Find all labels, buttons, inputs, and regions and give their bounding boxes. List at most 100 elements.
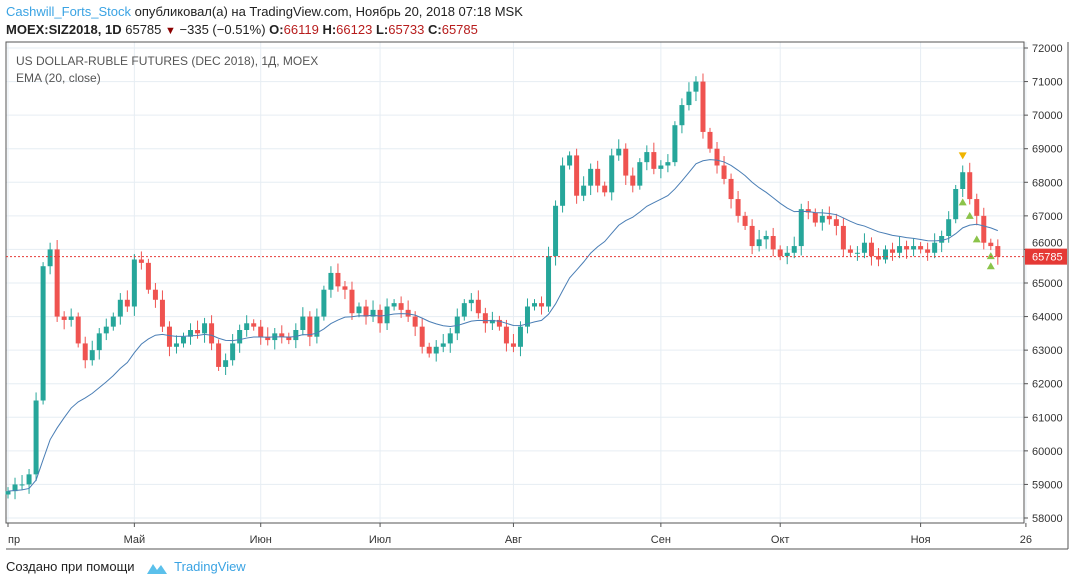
candle-body: [370, 309, 376, 317]
x-tick-label: пр: [8, 534, 20, 546]
y-tick-label: 70000: [1032, 110, 1063, 122]
x-tick-label: Июл: [369, 534, 391, 546]
candle-body: [195, 330, 201, 334]
candle-body: [847, 249, 853, 253]
y-tick-label: 62000: [1032, 379, 1063, 391]
candle-body: [244, 323, 250, 330]
candle-body: [756, 239, 762, 247]
candle-body: [19, 484, 25, 486]
candle-body: [967, 172, 973, 200]
candle-body: [897, 246, 903, 253]
candle-body: [868, 242, 874, 257]
y-tick-label: 60000: [1032, 446, 1063, 458]
candle-body: [216, 343, 222, 367]
candle-body: [181, 336, 186, 344]
candle-body: [12, 484, 18, 492]
candle-body: [974, 199, 980, 216]
candle-body: [995, 246, 1001, 257]
l-label: L:: [375, 22, 389, 37]
y-tick-label: 71000: [1032, 77, 1063, 89]
candle-body: [770, 236, 776, 250]
change: −335 (−0.51%): [179, 22, 266, 37]
candle-body: [609, 155, 615, 193]
signal-up-triangle-icon: [986, 252, 995, 260]
candle-body: [321, 289, 327, 317]
candle-body: [503, 326, 509, 344]
candle-body: [911, 246, 917, 250]
candle-body: [110, 316, 116, 327]
candle-body: [202, 323, 208, 334]
x-tick-label: Сен: [651, 534, 671, 546]
candle-body: [700, 81, 706, 132]
candle-body: [138, 259, 144, 263]
candle-body: [398, 303, 404, 310]
candle-body: [96, 333, 102, 351]
low-value: 65733: [388, 22, 425, 37]
candle-body: [693, 81, 699, 92]
candle-body: [560, 165, 566, 206]
price-chart[interactable]: US DOLLAR-RUBLE FUTURES (DEC 2018), 1Д, …: [0, 0, 1073, 555]
candle-body: [581, 185, 587, 196]
y-tick-label: 72000: [1032, 43, 1063, 55]
y-tick-label: 65000: [1032, 278, 1063, 290]
candle-body: [405, 309, 411, 317]
candle-body: [475, 299, 481, 314]
candle-body: [335, 272, 341, 287]
candle-body: [539, 303, 545, 307]
candle-body: [117, 299, 123, 317]
candle-body: [61, 316, 67, 320]
candle-body: [981, 215, 987, 243]
candle-body: [679, 105, 685, 126]
candle-body: [826, 215, 832, 220]
close-value: 65785: [441, 22, 478, 37]
candle-body: [363, 306, 369, 317]
candle-body: [159, 299, 165, 327]
candle-body: [960, 172, 966, 189]
grid: [6, 42, 1027, 523]
candle-body: [265, 336, 271, 341]
x-tick-label: Окт: [771, 534, 790, 546]
tradingview-link[interactable]: TradingView: [174, 559, 246, 574]
y-tick-label: 67000: [1032, 211, 1063, 223]
candle-body: [524, 306, 530, 327]
y-tick-label: 66000: [1032, 238, 1063, 250]
last-price-label: 65785: [1032, 252, 1063, 264]
candle-body: [145, 262, 151, 290]
y-tick-label: 64000: [1032, 312, 1063, 324]
candle-body: [131, 259, 137, 307]
candle-body: [209, 323, 215, 344]
candle-body: [672, 125, 678, 163]
last-price-badge: [1025, 248, 1067, 265]
candle-body: [602, 185, 608, 193]
candle-body: [47, 249, 53, 267]
candle-body: [33, 400, 39, 475]
candle-body: [721, 165, 727, 179]
candle-body: [461, 303, 467, 317]
candle-body: [784, 252, 790, 257]
candle-body: [588, 168, 594, 186]
candle-body: [567, 155, 573, 166]
candle-body: [749, 225, 755, 247]
down-triangle-icon: ▼: [165, 25, 176, 37]
candle-body: [651, 152, 657, 169]
candle-body: [496, 319, 502, 327]
footer: Создано при помощи TradingView: [6, 559, 246, 575]
author-link[interactable]: Cashwill_Forts_Stock: [6, 4, 131, 19]
candle-body: [883, 249, 888, 260]
candle-body: [124, 299, 130, 307]
candle-body: [237, 330, 243, 344]
candle-body: [307, 316, 313, 337]
candle-body: [412, 316, 418, 327]
candle-body: [658, 165, 664, 169]
candle-body: [833, 219, 839, 226]
candle-body: [258, 326, 264, 337]
signal-up-triangle-icon: [965, 211, 974, 219]
y-tick-label: 61000: [1032, 412, 1063, 424]
tradingview-logo-icon: [147, 563, 168, 574]
candle-body: [314, 316, 320, 337]
candle-body: [468, 299, 474, 304]
candle-body: [798, 209, 804, 247]
candle-body: [440, 343, 446, 347]
candle-body: [819, 215, 825, 223]
candle-body: [279, 333, 285, 337]
